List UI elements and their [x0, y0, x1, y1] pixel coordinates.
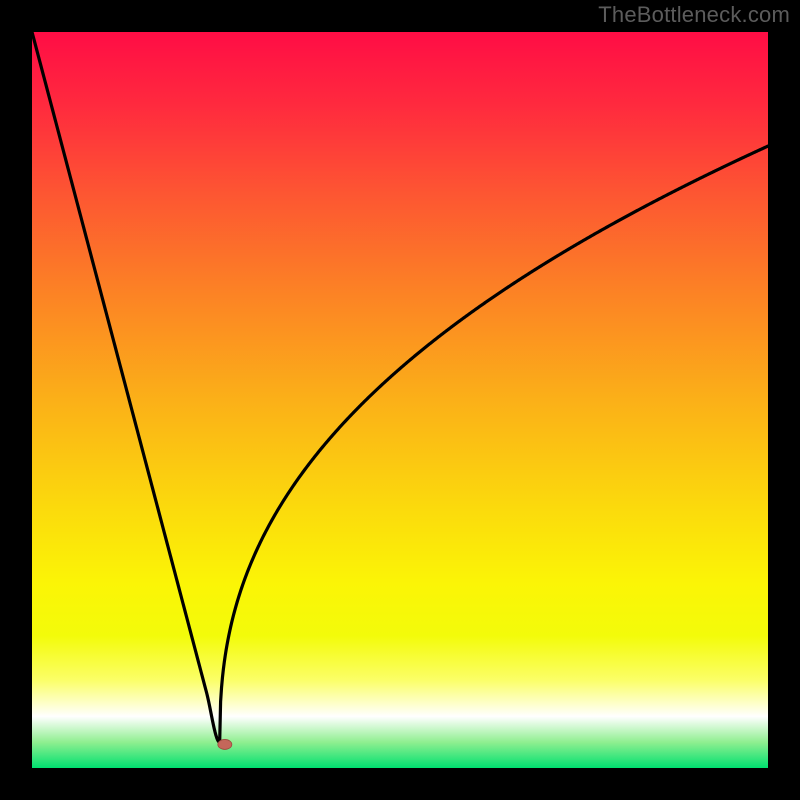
chart-container: TheBottleneck.com [0, 0, 800, 800]
chart-svg [0, 0, 800, 800]
watermark-text: TheBottleneck.com [598, 2, 790, 28]
optimum-marker [218, 739, 232, 749]
chart-background [32, 32, 768, 768]
